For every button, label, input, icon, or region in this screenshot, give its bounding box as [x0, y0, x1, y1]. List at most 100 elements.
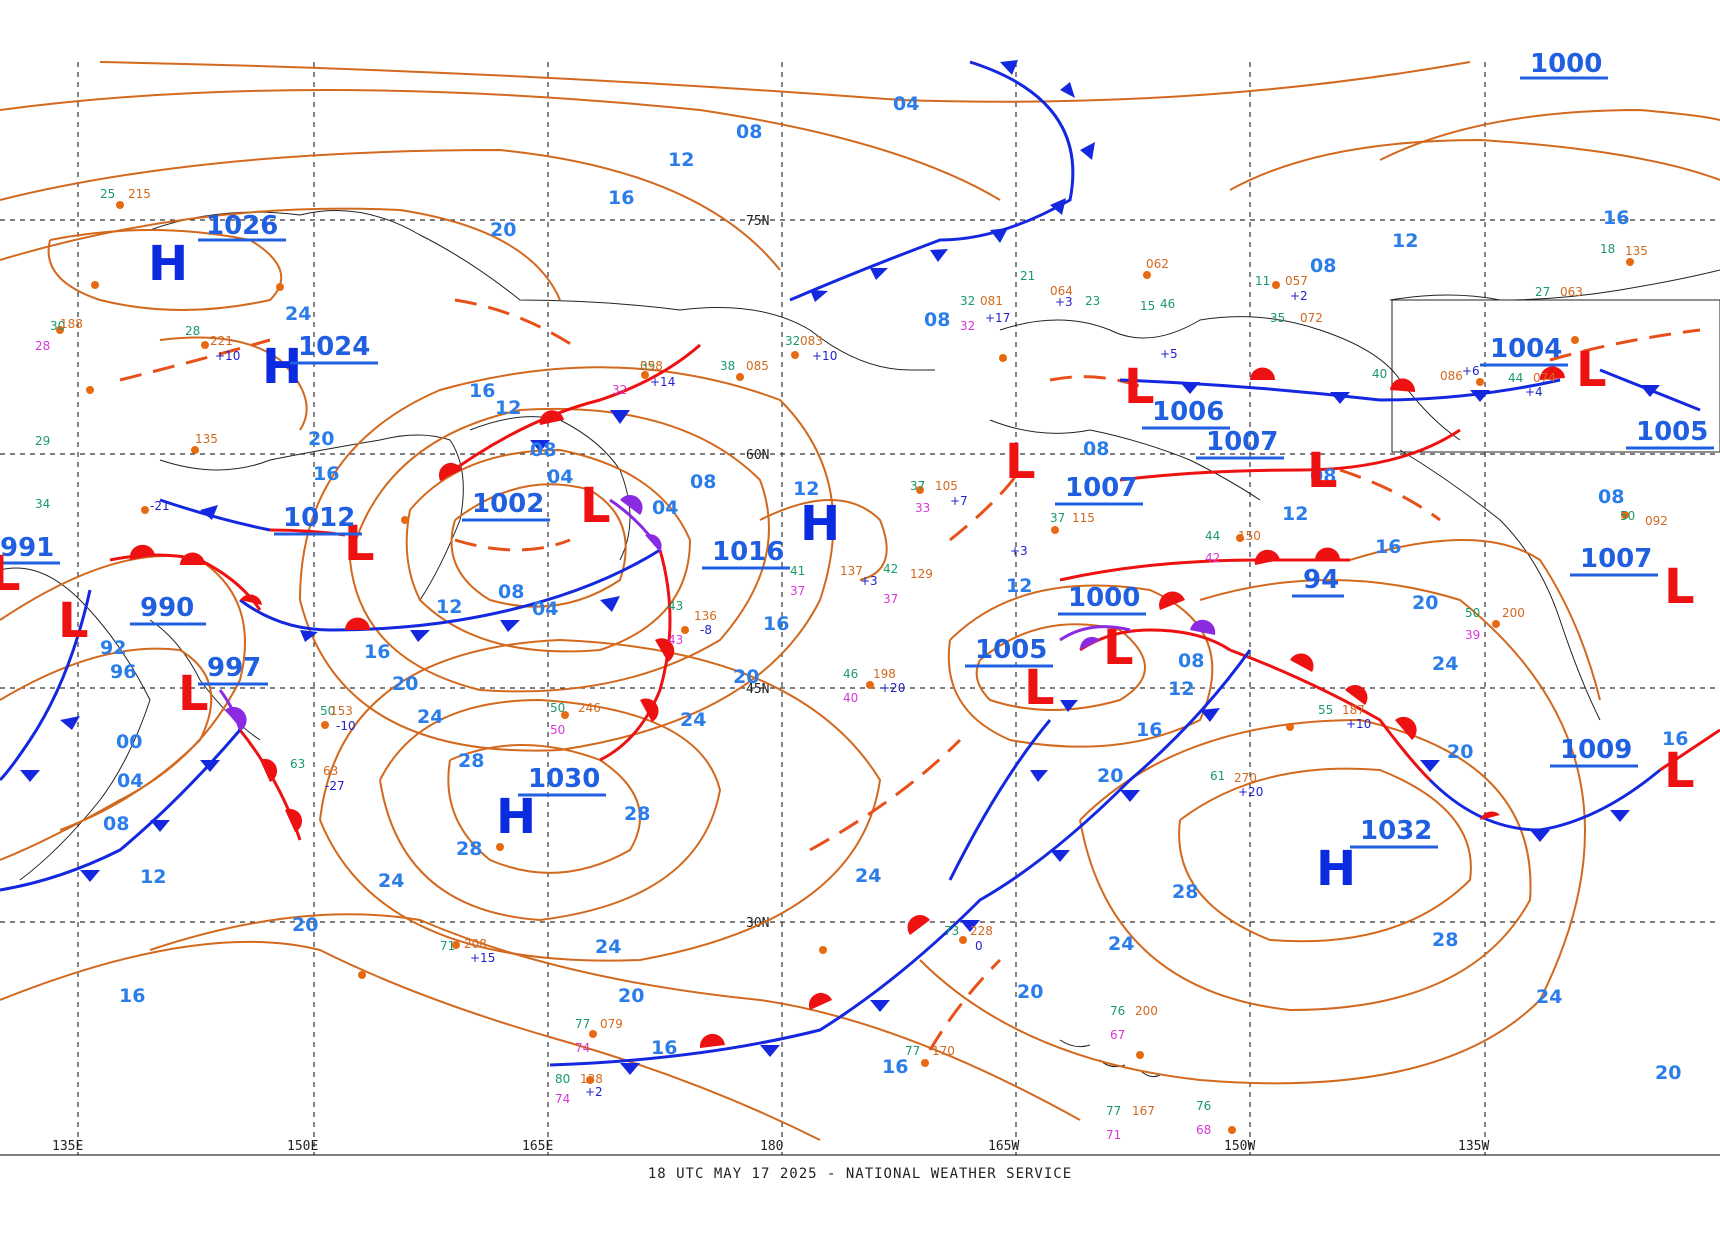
svg-text:+15: +15 — [470, 951, 495, 965]
isobar-label-16: 16 — [119, 985, 145, 1007]
svg-text:1016: 1016 — [712, 537, 784, 567]
isobar-label-08: 08 — [530, 439, 556, 461]
svg-text:50: 50 — [1620, 509, 1635, 523]
troughs — [119, 298, 1701, 1051]
high-pressure-centers: H 1026 H 1024 H H 1030 H 1032 — [148, 211, 1438, 897]
latitude-labels: 75N 60N 45N 30N — [746, 214, 769, 931]
svg-text:32: 32 — [612, 383, 627, 397]
isobar-label-96: 96 — [110, 661, 136, 683]
lat-label-75n: 75N — [746, 214, 769, 229]
isobar-label-08: 08 — [103, 813, 129, 835]
svg-text:23: 23 — [1085, 294, 1100, 308]
svg-text:153: 153 — [330, 704, 353, 718]
isobar-label-20: 20 — [1017, 981, 1043, 1003]
isobar-label-08: 08 — [498, 581, 524, 603]
svg-text:1024: 1024 — [298, 332, 370, 362]
svg-text:137: 137 — [840, 564, 863, 578]
svg-text:+7: +7 — [950, 494, 968, 508]
svg-text:208: 208 — [464, 937, 487, 951]
svg-text:+4: +4 — [1525, 385, 1543, 399]
isobar-label-24: 24 — [1432, 653, 1458, 675]
svg-text:+2: +2 — [585, 1085, 603, 1099]
svg-text:L: L — [178, 666, 209, 722]
svg-text:37: 37 — [883, 592, 898, 606]
isobar-label-28: 28 — [1432, 929, 1458, 951]
svg-text:35: 35 — [1270, 311, 1285, 325]
svg-text:68: 68 — [1196, 1123, 1211, 1137]
svg-text:064: 064 — [1050, 284, 1073, 298]
svg-text:+3: +3 — [1055, 295, 1073, 309]
isobar-label-12: 12 — [1168, 678, 1194, 700]
svg-text:41: 41 — [790, 564, 805, 578]
isobar-label-20: 20 — [308, 428, 334, 450]
svg-text:80: 80 — [555, 1072, 570, 1086]
svg-text:+20: +20 — [880, 681, 905, 695]
svg-text:+10: +10 — [812, 349, 837, 363]
svg-text:074: 074 — [1533, 371, 1556, 385]
svg-text:L: L — [58, 593, 89, 649]
svg-text:083: 083 — [800, 334, 823, 348]
isobar-label-20: 20 — [292, 914, 318, 936]
lon-label-150e: 150E — [287, 1139, 318, 1154]
front-symbols — [20, 60, 1660, 1075]
isobar-label-08: 08 — [924, 309, 950, 331]
svg-text:+20: +20 — [1238, 785, 1263, 799]
svg-text:-8: -8 — [700, 623, 712, 637]
svg-text:40: 40 — [843, 691, 858, 705]
svg-text:079: 079 — [600, 1017, 623, 1031]
svg-text:63: 63 — [290, 757, 305, 771]
svg-text:46: 46 — [1160, 297, 1175, 311]
isobar-label-24: 24 — [417, 706, 443, 728]
svg-text:997: 997 — [207, 653, 261, 683]
isobar-label-08: 08 — [690, 471, 716, 493]
svg-text:072: 072 — [1300, 311, 1323, 325]
svg-text:135: 135 — [1625, 244, 1648, 258]
svg-text:63: 63 — [323, 764, 338, 778]
low-center-1002: L 1002 — [462, 478, 611, 534]
station-plots: 25 215 28 221 +10 30 188 28 29 135 34 -2… — [35, 187, 1668, 1142]
svg-text:33: 33 — [915, 501, 930, 515]
isobar-label-24: 24 — [1108, 933, 1134, 955]
svg-text:67: 67 — [1110, 1028, 1125, 1042]
svg-text:H: H — [148, 236, 188, 292]
svg-text:+14: +14 — [650, 375, 675, 389]
isobar-label-24: 24 — [855, 865, 881, 887]
low-pressure-centers: 991 L L 990 L 997 L 1012 L 1002 1016 — [0, 49, 1714, 799]
svg-text:32: 32 — [960, 294, 975, 308]
isobar-label-16: 16 — [608, 187, 634, 209]
svg-text:71: 71 — [440, 939, 455, 953]
svg-text:43: 43 — [668, 599, 683, 613]
svg-text:L: L — [1576, 342, 1607, 398]
svg-text:1030: 1030 — [528, 764, 600, 794]
isobar-label-12: 12 — [668, 149, 694, 171]
svg-text:+10: +10 — [1346, 717, 1371, 731]
svg-text:200: 200 — [1135, 1004, 1158, 1018]
isobar-label-20: 20 — [392, 673, 418, 695]
isobar-label-08: 08 — [1598, 486, 1624, 508]
svg-text:18: 18 — [1600, 242, 1615, 256]
high-center-1030: H 1030 — [496, 764, 606, 845]
lon-label-135w: 135W — [1458, 1139, 1489, 1154]
svg-text:167: 167 — [1132, 1104, 1155, 1118]
svg-text:28: 28 — [185, 324, 200, 338]
svg-text:44: 44 — [1508, 371, 1523, 385]
isobar-label-12: 12 — [793, 478, 819, 500]
high-center-bering: H — [800, 496, 840, 552]
svg-text:+5: +5 — [1160, 347, 1178, 361]
svg-text:73: 73 — [944, 924, 959, 938]
isobar-label-16: 16 — [313, 463, 339, 485]
svg-text:+2: +2 — [1290, 289, 1308, 303]
svg-text:1007: 1007 — [1065, 473, 1137, 503]
svg-text:198: 198 — [873, 667, 896, 681]
svg-text:15: 15 — [1140, 299, 1155, 313]
isobar-label-92: 92 — [100, 637, 126, 659]
isobar-label-16: 16 — [364, 641, 390, 663]
svg-text:76: 76 — [1196, 1099, 1211, 1113]
svg-text:77: 77 — [1106, 1104, 1121, 1118]
svg-text:28: 28 — [35, 339, 50, 353]
svg-text:L: L — [344, 516, 375, 572]
svg-text:+6: +6 — [1462, 364, 1480, 378]
svg-text:21: 21 — [1020, 269, 1035, 283]
svg-text:057: 057 — [1285, 274, 1308, 288]
svg-text:+10: +10 — [215, 349, 240, 363]
